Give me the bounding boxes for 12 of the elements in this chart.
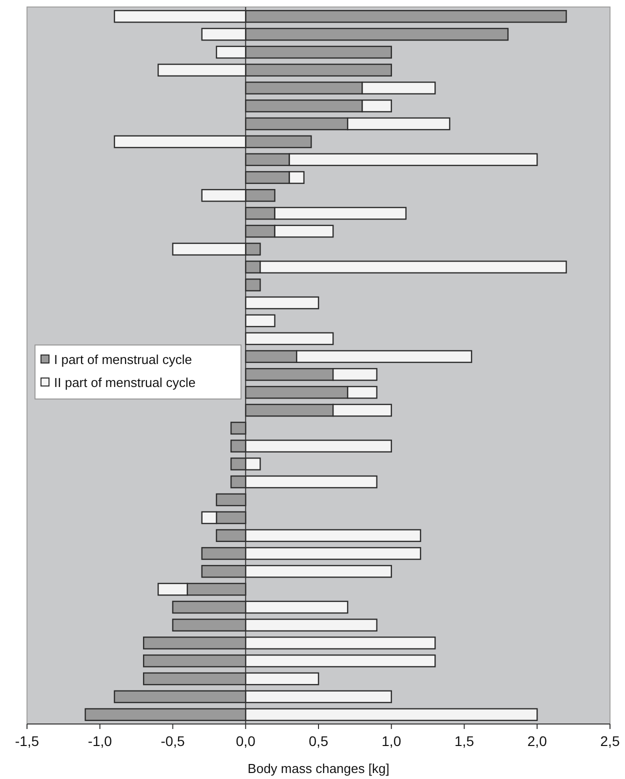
x-tick-label: 2,5 (600, 733, 620, 749)
x-tick-label: -1,0 (88, 733, 112, 749)
x-tick-label: 1,0 (382, 733, 402, 749)
x-tick-label: -1,5 (14, 733, 40, 749)
legend-label: I part of menstrual cycle (54, 352, 192, 367)
x-tick-label: -0,5 (160, 733, 186, 749)
legend-label: II part of menstrual cycle (54, 375, 196, 390)
x-tick-label: 2,0 (527, 733, 548, 749)
x-tick-label: 0,5 (308, 733, 328, 749)
x-tick-label: 1,5 (454, 733, 474, 749)
x-tick-label: 0,0 (236, 733, 256, 749)
x-axis-title: Body mass changes [kg] (248, 761, 390, 776)
